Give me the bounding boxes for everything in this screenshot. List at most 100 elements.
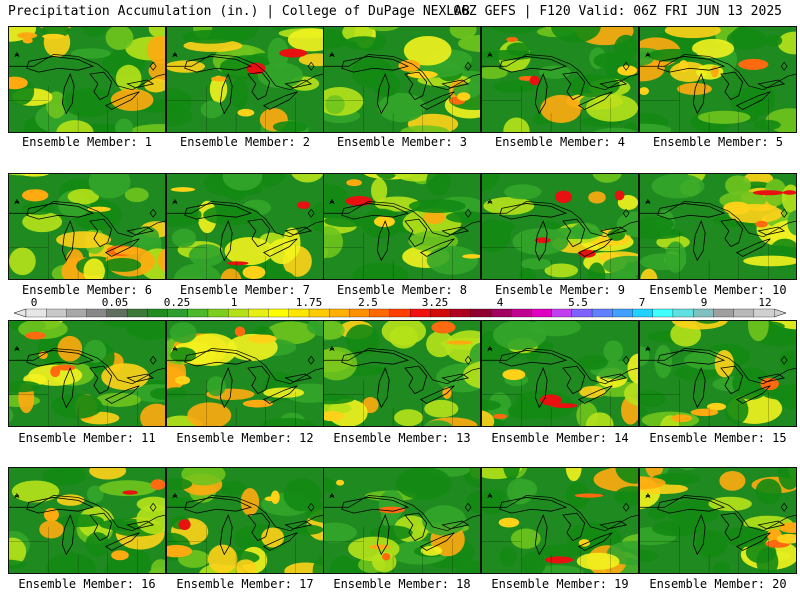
precip-blob [603, 255, 638, 276]
colorbar-swatch [329, 308, 350, 318]
colorbar-swatch [228, 308, 249, 318]
precip-blob [664, 27, 721, 39]
lake-outline [341, 56, 410, 73]
precip-blob [144, 78, 165, 93]
member-label: Ensemble Member: 10 [649, 283, 787, 297]
lake-outline [284, 520, 313, 530]
lake-outline [341, 350, 410, 367]
lake-outline [126, 373, 155, 383]
lake-outline [577, 385, 613, 404]
precip-core [752, 190, 784, 196]
ensemble-member-map [166, 320, 324, 427]
lake-outline [89, 71, 113, 101]
precip-blob [151, 559, 165, 573]
diamond-marker-icon [622, 355, 630, 365]
precip-blob [9, 537, 27, 566]
precip-blob [167, 387, 188, 399]
lake-outline [441, 79, 470, 89]
precip-blob [148, 60, 165, 82]
precip-blob [540, 94, 582, 123]
colorbar-swatch [713, 308, 735, 318]
lake-outline [219, 513, 233, 556]
lake-outline [720, 365, 744, 395]
lake-outline [404, 218, 428, 248]
precip-blob [482, 410, 495, 426]
precip-blob [640, 268, 658, 279]
lake-outline [219, 72, 233, 115]
lake-outline [89, 218, 113, 248]
precip-blob [171, 228, 197, 248]
precip-core [264, 496, 277, 502]
precip-blob [105, 27, 134, 50]
precip-blob [614, 486, 638, 506]
precip-blob [568, 74, 620, 98]
precip-blob [99, 480, 157, 497]
precip-core [723, 201, 751, 215]
lake-outline [419, 532, 455, 551]
precip-blob [58, 468, 84, 483]
precip-blob [666, 499, 720, 525]
ensemble-member-map [8, 173, 166, 280]
colorbar-swatch [349, 308, 371, 318]
star-marker-icon [329, 492, 335, 499]
precip-blob [50, 468, 66, 471]
precip-blob [692, 38, 735, 59]
lake-outline [219, 366, 233, 409]
precip-core [227, 261, 249, 266]
precip-blob [62, 88, 118, 118]
member-label: Ensemble Member: 6 [21, 283, 153, 297]
colorbar-tick-label: 9 [701, 296, 708, 309]
precip-blob [312, 554, 323, 573]
lake-outline [757, 79, 786, 89]
precip-blob [267, 37, 289, 70]
diamond-marker-icon [780, 61, 788, 71]
precip-blob [482, 490, 505, 515]
precip-blob [426, 331, 454, 358]
country-border [9, 54, 165, 91]
precip-blob [291, 174, 323, 183]
ensemble-member-map [481, 320, 639, 427]
precip-core [150, 479, 165, 490]
star-marker-icon [487, 198, 493, 205]
ensemble-member-map [8, 26, 166, 133]
precip-blob [56, 231, 111, 249]
precip-core [617, 65, 638, 76]
colorbar-swatch [490, 308, 512, 318]
precip-blob [538, 65, 571, 79]
colorbar-tick-label: 2.5 [358, 296, 378, 309]
precip-blob [615, 468, 638, 484]
precip-blob [482, 174, 500, 191]
diamond-marker-icon [780, 355, 788, 365]
precip-blob [57, 514, 104, 528]
precip-blob [777, 31, 796, 55]
precip-blob [482, 399, 501, 411]
colorbar-swatch [511, 308, 532, 318]
member-label: Ensemble Member: 20 [649, 577, 787, 591]
member-label: Ensemble Member: 18 [333, 577, 471, 591]
precip-blob [167, 496, 195, 508]
colorbar-right-arrow [773, 308, 787, 318]
precip-core [122, 490, 138, 495]
precip-blob [588, 191, 606, 204]
member-label: Ensemble Member: 8 [336, 283, 468, 297]
precip-blob [756, 547, 779, 573]
precip-blob [84, 339, 107, 363]
precip-core [178, 519, 191, 531]
precip-blob [9, 380, 41, 393]
precip-core [738, 58, 769, 70]
precip-blob [725, 175, 751, 196]
country-border [9, 348, 165, 385]
lake-outline [735, 385, 771, 404]
lake-outline [404, 512, 428, 542]
precip-blob [265, 270, 297, 279]
lake-outline [184, 203, 253, 220]
precip-blob [170, 347, 197, 363]
precip-blob [753, 119, 781, 131]
star-marker-icon [329, 198, 335, 205]
precip-blob [422, 505, 467, 536]
precip-blob [9, 559, 27, 570]
precip-core [502, 369, 526, 381]
country-border [482, 201, 638, 238]
lake-outline [61, 72, 75, 115]
precip-blob [640, 346, 650, 366]
